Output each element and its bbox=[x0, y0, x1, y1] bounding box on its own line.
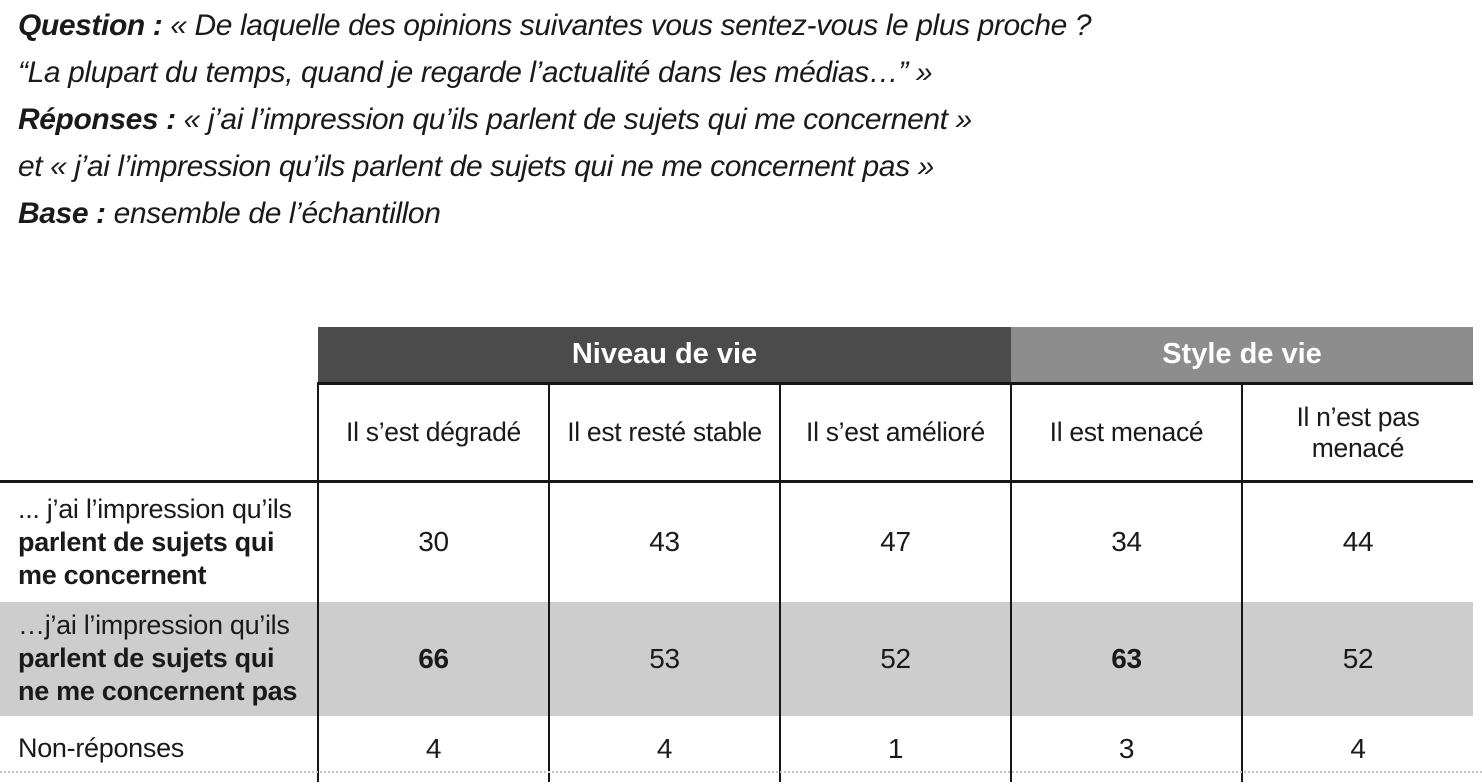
column-header-row: Il s’est dégradé Il est resté stable Il … bbox=[0, 383, 1474, 483]
value-cell: 1 bbox=[778, 715, 1012, 782]
column-header-degrade: Il s’est dégradé bbox=[317, 383, 549, 483]
corner-cell bbox=[0, 327, 318, 384]
value-cell: 34 bbox=[1010, 481, 1243, 602]
responses-line-1: Réponses : « j’ai l’impression qu’ils pa… bbox=[18, 96, 1472, 143]
row-label-bold: parlent de sujets qui me concernent bbox=[18, 526, 275, 590]
row-label: ... j’ai l’impression qu’ils parlent de … bbox=[0, 482, 318, 602]
value-cell: 4 bbox=[317, 715, 549, 782]
column-header-pas-menace: Il n’est pas menacé bbox=[1241, 383, 1474, 483]
base-text: ensemble de l’échantillon bbox=[105, 197, 441, 230]
results-table: Niveau de vie Style de vie Il s’est dégr… bbox=[0, 327, 1474, 782]
question-quote-text: “La plupart du temps, quand je regarde l… bbox=[18, 56, 933, 89]
value-cell: 53 bbox=[548, 601, 780, 716]
row-label: …j’ai l’impression qu’ils parlent de suj… bbox=[0, 602, 318, 716]
question-label: Question : bbox=[18, 9, 163, 42]
value-cell: 52 bbox=[1241, 601, 1474, 716]
row-label: Non-réponses bbox=[0, 716, 318, 782]
corner-cell bbox=[0, 383, 318, 483]
row-label-prefix: ... j’ai l’impression qu’ils bbox=[18, 493, 292, 524]
value-cell: 30 bbox=[317, 481, 549, 602]
column-header-ameliore: Il s’est amélioré bbox=[778, 383, 1012, 483]
value-cell: 43 bbox=[548, 481, 780, 602]
question-text: « De laquelle des opinions suivantes vou… bbox=[162, 9, 1092, 42]
value-cell: 44 bbox=[1241, 481, 1474, 602]
responses-line-2: et « j’ai l’impression qu’ils parlent de… bbox=[18, 143, 1472, 190]
value-cell: 63 bbox=[1010, 601, 1243, 716]
column-header-reste-stable: Il est resté stable bbox=[548, 383, 780, 483]
base-label: Base : bbox=[18, 197, 106, 230]
page-bottom-dotted-line bbox=[0, 771, 1482, 773]
row-label-bold: parlent de sujets qui ne me concernent p… bbox=[18, 643, 298, 706]
intro-text: Question : « De laquelle des opinions su… bbox=[18, 2, 1472, 237]
responses-text-2: et « j’ai l’impression qu’ils parlent de… bbox=[18, 150, 934, 183]
group-header-style-de-vie: Style de vie bbox=[1011, 327, 1474, 385]
value-cell: 4 bbox=[548, 715, 780, 782]
column-header-menace: Il est menacé bbox=[1010, 383, 1243, 483]
question-line-2: “La plupart du temps, quand je regarde l… bbox=[18, 49, 1472, 96]
value-cell: 4 bbox=[1241, 715, 1474, 782]
value-cell: 52 bbox=[778, 601, 1012, 716]
responses-label: Réponses : bbox=[18, 103, 176, 136]
row-label-prefix: Non-réponses bbox=[18, 733, 184, 763]
group-header-niveau-de-vie: Niveau de vie bbox=[318, 327, 1012, 385]
group-header-row: Niveau de vie Style de vie bbox=[0, 327, 1474, 385]
question-line-1: Question : « De laquelle des opinions su… bbox=[18, 2, 1472, 49]
table-row-ne-concernent-pas: …j’ai l’impression qu’ils parlent de suj… bbox=[0, 601, 1474, 716]
value-cell: 3 bbox=[1010, 715, 1243, 782]
table-row-concernent: ... j’ai l’impression qu’ils parlent de … bbox=[0, 481, 1474, 602]
base-line: Base : ensemble de l’échantillon bbox=[18, 190, 1472, 237]
value-cell: 47 bbox=[778, 481, 1012, 602]
row-label-prefix: …j’ai l’impression qu’ils bbox=[18, 610, 290, 640]
value-cell: 66 bbox=[317, 601, 549, 716]
table-row-non-reponses: Non-réponses 4 4 1 3 4 bbox=[0, 715, 1474, 782]
responses-text: « j’ai l’impression qu’ils parlent de su… bbox=[175, 103, 973, 136]
